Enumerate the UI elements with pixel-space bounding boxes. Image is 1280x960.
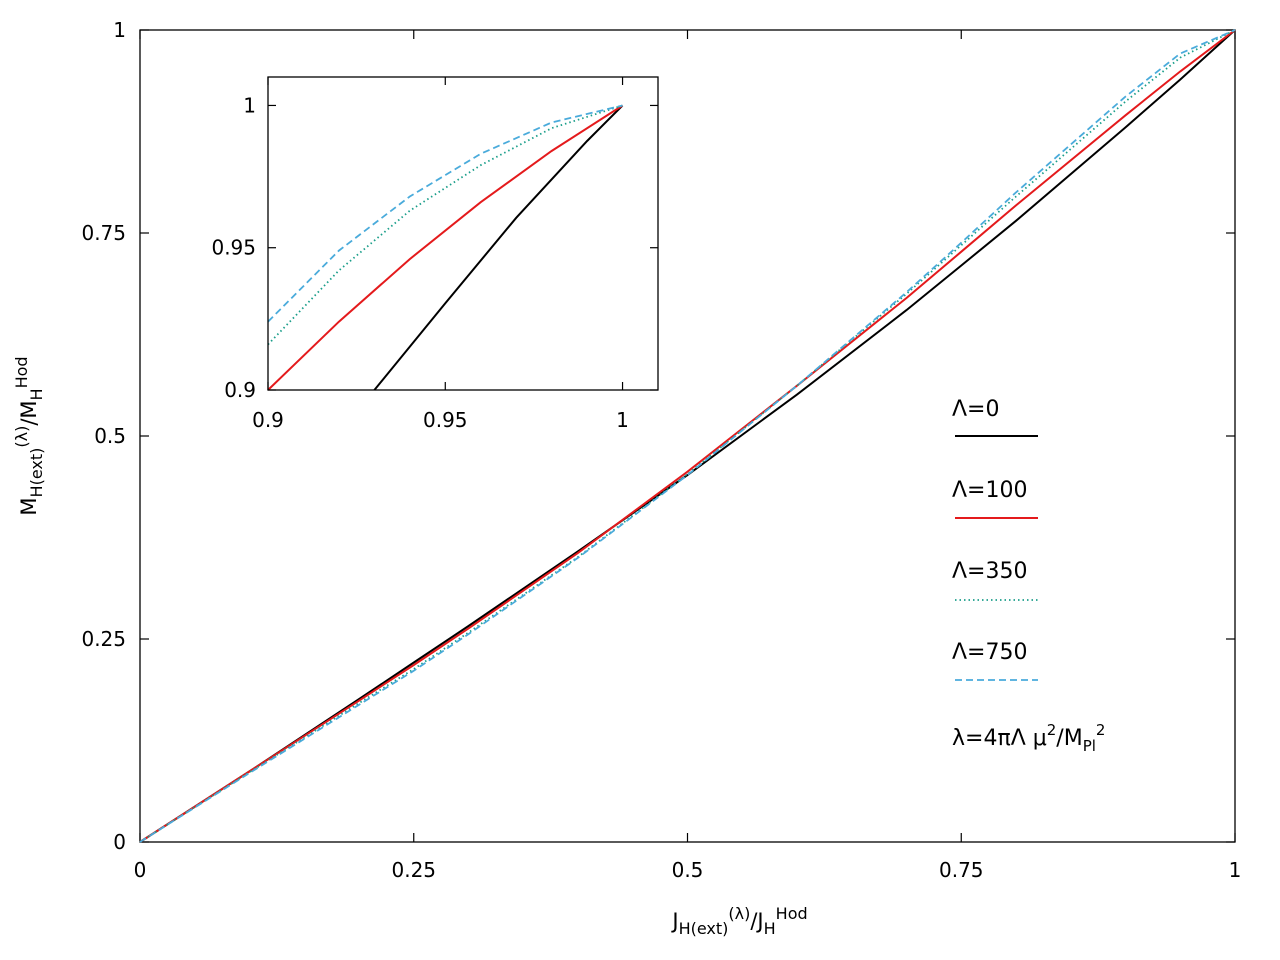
legend-label-3: Λ=750 <box>952 640 1027 665</box>
y-tick-label: 0 <box>113 830 126 854</box>
main-ticks: 0 0.25 0.5 0.75 1 0 0.25 0.5 0.75 1 <box>81 18 1241 882</box>
y-tick-label: 0.75 <box>81 221 126 245</box>
y-tick-label: 1 <box>113 18 126 42</box>
inset-y-tick-label: 1 <box>243 93 256 117</box>
inset-series-line-1 <box>267 104 624 391</box>
legend: Λ=0 Λ=100 Λ=350 Λ=750 λ=4πΛ μ2/MPl2 <box>952 397 1105 755</box>
x-tick-label: 0.5 <box>672 858 704 882</box>
legend-label-1: Λ=100 <box>952 478 1027 503</box>
x-tick-label: 0.25 <box>391 858 436 882</box>
x-tick-label: 0 <box>134 858 147 882</box>
inset-background <box>268 77 658 390</box>
inset-y-tick-label: 0.95 <box>211 236 256 260</box>
x-axis-label: JH(ext)(λ)/JHHod <box>670 904 807 938</box>
x-tick-label: 0.75 <box>939 858 984 882</box>
inset-frame <box>267 76 659 391</box>
y-tick-label: 0.25 <box>81 627 126 651</box>
legend-note: λ=4πΛ μ2/MPl2 <box>952 721 1105 755</box>
inset-series <box>267 104 624 391</box>
inset-x-tick-label: 1 <box>616 408 629 432</box>
inset-ticks: 0.9 0.95 1 0.9 0.95 1 <box>211 77 658 432</box>
inset-series-line-3 <box>267 104 623 323</box>
y-axis-label: MH(ext)(λ)/MHHod <box>12 356 46 515</box>
x-tick-label: 1 <box>1229 858 1242 882</box>
inset-y-tick-label: 0.9 <box>224 378 256 402</box>
y-tick-label: 0.5 <box>94 424 126 448</box>
inset-x-tick-label: 0.9 <box>252 408 284 432</box>
legend-label-0: Λ=0 <box>952 397 999 422</box>
series-line-3 <box>139 29 1236 843</box>
legend-label-2: Λ=350 <box>952 559 1027 584</box>
series-line-1 <box>139 29 1236 843</box>
inset-series-line-0 <box>373 104 624 391</box>
inset-x-tick-label: 0.95 <box>423 408 468 432</box>
main-series <box>139 29 1236 843</box>
series-line-0 <box>139 29 1236 843</box>
